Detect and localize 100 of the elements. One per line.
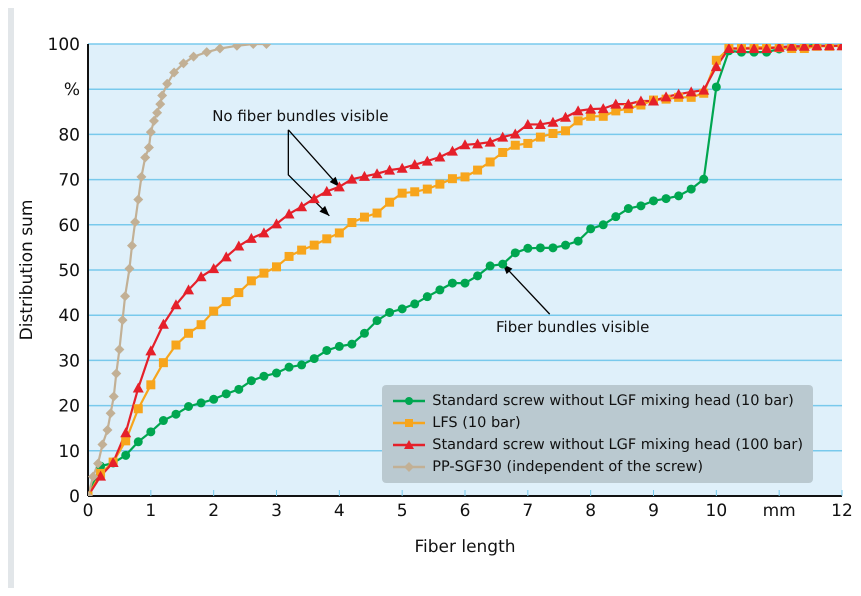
point bbox=[611, 212, 620, 222]
point bbox=[396, 162, 408, 173]
point bbox=[178, 58, 189, 68]
point bbox=[660, 91, 672, 102]
point bbox=[398, 304, 407, 314]
point bbox=[674, 191, 684, 200]
point bbox=[321, 186, 332, 196]
point bbox=[572, 105, 584, 116]
point bbox=[162, 78, 172, 89]
point bbox=[114, 344, 124, 355]
point bbox=[284, 208, 295, 218]
point bbox=[144, 142, 154, 153]
point bbox=[536, 243, 545, 252]
legend-label: Standard screw without LGF mixing head (10 bar) bbox=[432, 393, 794, 409]
point bbox=[472, 138, 484, 148]
point bbox=[710, 61, 722, 72]
point bbox=[385, 308, 394, 317]
point bbox=[460, 278, 470, 288]
point bbox=[284, 362, 294, 372]
point bbox=[534, 118, 546, 129]
point bbox=[126, 240, 137, 251]
legend-label: LFS (10 bar) bbox=[432, 415, 521, 431]
point bbox=[184, 402, 194, 412]
point bbox=[586, 224, 596, 234]
point bbox=[410, 299, 420, 308]
point bbox=[134, 437, 143, 446]
point bbox=[649, 196, 658, 206]
point bbox=[510, 248, 520, 258]
y-tick-label: 80 bbox=[58, 125, 80, 146]
y-tick-label: 20 bbox=[58, 396, 80, 417]
point bbox=[157, 90, 168, 101]
point bbox=[598, 220, 608, 230]
y-tick-label: 70 bbox=[58, 170, 80, 191]
point bbox=[188, 52, 199, 62]
point bbox=[698, 84, 710, 95]
point bbox=[220, 251, 232, 262]
point bbox=[272, 368, 281, 378]
point bbox=[699, 174, 708, 184]
point bbox=[372, 316, 382, 326]
y-tick-label: % bbox=[64, 80, 80, 100]
point bbox=[171, 410, 180, 419]
point bbox=[209, 394, 218, 404]
point bbox=[585, 104, 596, 114]
point bbox=[622, 98, 634, 109]
x-tick-label: 5 bbox=[396, 501, 408, 522]
point bbox=[155, 99, 166, 110]
point bbox=[146, 427, 156, 436]
point bbox=[233, 240, 244, 251]
point bbox=[624, 204, 633, 214]
point bbox=[561, 240, 570, 250]
point bbox=[95, 470, 106, 481]
point bbox=[271, 218, 282, 228]
point bbox=[170, 299, 182, 310]
point bbox=[102, 425, 112, 436]
point bbox=[158, 416, 168, 426]
y-tick-label: 30 bbox=[58, 351, 80, 372]
point bbox=[140, 152, 150, 162]
point bbox=[473, 271, 482, 280]
point bbox=[146, 127, 156, 138]
point bbox=[93, 458, 104, 468]
point bbox=[662, 194, 671, 204]
x-tick-label: mm bbox=[762, 501, 796, 522]
x-tick-label: 8 bbox=[585, 501, 596, 522]
point bbox=[202, 47, 212, 58]
point bbox=[636, 201, 646, 210]
point bbox=[635, 95, 646, 106]
point bbox=[548, 243, 558, 252]
x-tick-label: 1 bbox=[145, 501, 156, 522]
point bbox=[346, 174, 358, 184]
point bbox=[574, 236, 583, 246]
point bbox=[308, 193, 320, 204]
y-tick-label: 0 bbox=[69, 487, 80, 508]
x-tick-label: 4 bbox=[334, 501, 345, 522]
x-tick-label: 2 bbox=[208, 501, 220, 522]
point bbox=[486, 261, 495, 270]
y-tick-label: 40 bbox=[58, 306, 80, 326]
point bbox=[108, 392, 119, 402]
x-tick-label: 0 bbox=[82, 501, 94, 522]
point bbox=[598, 103, 609, 114]
point bbox=[610, 98, 622, 109]
y-tick-label: 10 bbox=[58, 442, 80, 462]
point bbox=[132, 382, 144, 392]
point bbox=[497, 132, 508, 142]
point bbox=[334, 181, 345, 192]
point bbox=[510, 128, 521, 138]
x-axis-title: Fiber length bbox=[414, 537, 516, 557]
point bbox=[297, 360, 306, 370]
point bbox=[712, 82, 721, 92]
point bbox=[547, 116, 558, 127]
point bbox=[88, 472, 98, 482]
point bbox=[422, 156, 433, 166]
point bbox=[358, 170, 370, 181]
point bbox=[234, 384, 244, 394]
point bbox=[409, 159, 420, 170]
legend-label: Standard screw without LGF mixing head (100 bar) bbox=[432, 437, 803, 453]
point bbox=[196, 398, 206, 408]
x-tick-label: 6 bbox=[460, 501, 470, 522]
point bbox=[258, 227, 270, 238]
point bbox=[208, 263, 220, 274]
point bbox=[152, 108, 162, 118]
